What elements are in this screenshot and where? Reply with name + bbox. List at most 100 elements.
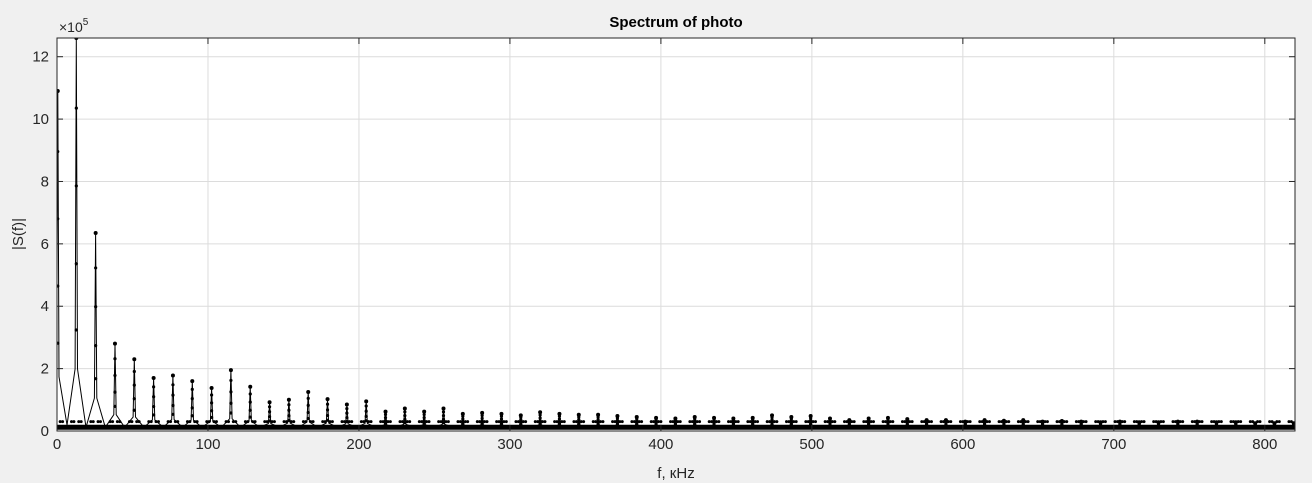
data-point [560,420,564,424]
data-point [1103,420,1107,424]
data-point [809,416,813,420]
data-point [461,422,465,426]
data-point [1176,424,1180,428]
data-point [1113,420,1117,424]
peak-point [112,341,117,346]
data-point [1236,420,1240,424]
data-point [533,420,537,424]
data-point [1038,420,1042,424]
data-point [439,420,443,424]
data-point [422,419,426,423]
data-point [193,420,197,424]
data-point [557,420,562,424]
y-tick-label: 6 [41,236,49,253]
data-point [1101,420,1105,424]
data-point [246,420,250,424]
data-point [727,420,731,424]
data-point [939,420,943,424]
data-point [359,420,363,424]
data-point [809,418,813,422]
peak-point [480,410,485,415]
data-point [214,420,218,424]
data-point [1277,420,1281,424]
y-tick-label: 10 [32,111,49,128]
data-point [287,414,291,418]
data-point [524,420,528,424]
data-point [1082,420,1086,424]
data-point [753,420,757,424]
data-point [1272,424,1277,428]
data-point [736,420,740,424]
data-point [267,419,272,423]
data-point [458,420,462,424]
data-point [845,420,849,424]
data-point [963,424,967,428]
data-point [369,420,373,424]
data-point [577,422,581,426]
data-point [867,423,871,427]
data-point [814,420,818,424]
data-point [367,420,371,424]
peak-point [93,230,98,235]
data-point [398,420,402,424]
data-point [632,420,636,424]
data-point [673,423,677,427]
data-point [618,420,622,424]
data-point [538,419,542,423]
data-point [961,420,965,424]
data-point [345,406,349,411]
data-point [77,420,81,424]
data-point [1181,420,1185,424]
data-point [132,408,136,412]
data-point [309,420,313,424]
data-point [707,420,711,424]
data-point [499,417,504,421]
data-point [171,383,175,387]
data-point [1159,420,1163,424]
data-point [400,420,404,424]
data-point [495,420,499,424]
data-point [1096,420,1100,424]
data-point [1210,420,1214,424]
data-point [265,420,269,424]
data-point [1214,424,1219,428]
data-point [1094,420,1098,424]
data-point [1156,424,1161,428]
data-point [108,420,112,424]
data-point [555,420,559,424]
data-point [830,420,834,424]
data-point [847,423,851,428]
data-point [362,420,366,424]
data-point [910,420,914,424]
data-point [599,420,603,424]
data-point [113,373,117,378]
data-point [466,420,470,424]
data-point [272,420,276,424]
data-point [980,420,984,424]
data-point [263,420,267,424]
data-point [345,416,349,420]
data-point [1000,420,1004,424]
data-point [620,420,624,424]
data-point [417,420,421,424]
data-point [111,420,115,424]
data-point [579,420,583,424]
data-point [852,420,856,424]
data-point [712,423,716,427]
data-point [1289,420,1293,424]
x-tick-label: 800 [1252,436,1277,453]
data-point [330,420,334,424]
data-point [383,412,388,417]
data-point [169,420,173,424]
data-point [57,284,60,288]
data-point [1098,424,1103,428]
data-point [287,408,291,412]
peak-point [383,409,388,414]
data-point [364,409,368,413]
data-point [1065,420,1069,424]
data-point [209,393,214,397]
data-point [190,387,194,392]
data-point [267,405,272,409]
data-point [1060,424,1064,428]
data-point [905,423,909,427]
